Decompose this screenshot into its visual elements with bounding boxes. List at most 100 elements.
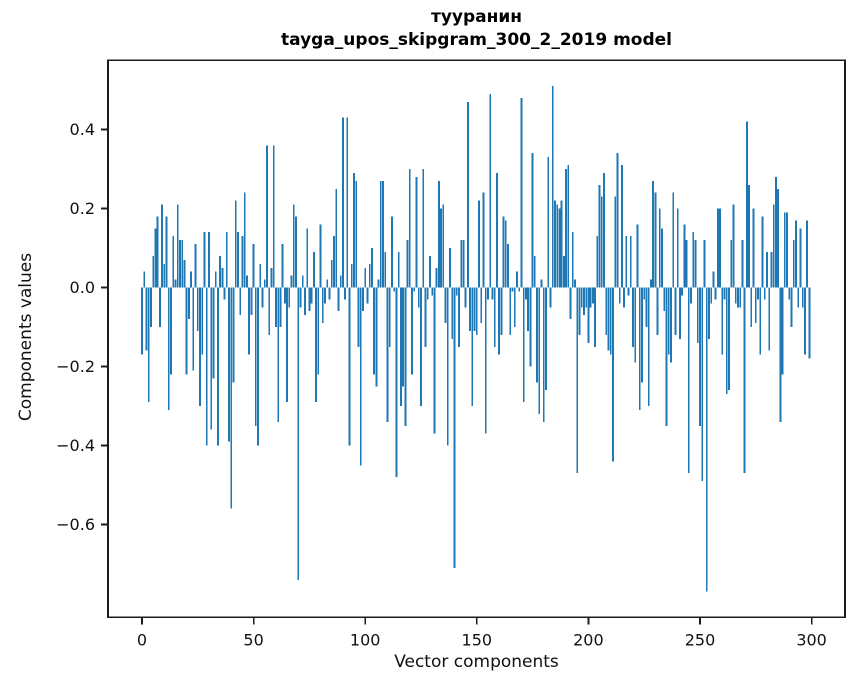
bar bbox=[321, 287, 324, 324]
bar bbox=[304, 287, 306, 316]
bar bbox=[228, 287, 230, 442]
bar bbox=[587, 287, 590, 343]
bar bbox=[475, 287, 478, 335]
bar bbox=[179, 240, 181, 288]
bar bbox=[373, 287, 376, 375]
bar bbox=[667, 287, 670, 355]
bar bbox=[703, 240, 706, 288]
bar bbox=[455, 287, 458, 296]
bar bbox=[531, 153, 534, 288]
bar bbox=[507, 244, 509, 288]
bar bbox=[725, 287, 728, 395]
bar bbox=[547, 157, 550, 288]
bar bbox=[272, 145, 275, 288]
bar bbox=[277, 287, 280, 422]
bar bbox=[690, 287, 692, 304]
bar bbox=[647, 287, 650, 406]
bar bbox=[290, 275, 293, 288]
bar bbox=[705, 287, 708, 592]
bar bbox=[208, 232, 210, 288]
bar bbox=[375, 287, 378, 387]
x-tick-label: 200 bbox=[573, 630, 604, 649]
chart-title-model: tayga_upos_skipgram_300_2_2019 model bbox=[281, 30, 672, 50]
bar bbox=[701, 287, 704, 482]
bar bbox=[388, 287, 391, 347]
bar bbox=[694, 240, 697, 288]
bar bbox=[576, 287, 579, 474]
bar bbox=[185, 287, 188, 375]
bar bbox=[685, 240, 688, 288]
bar bbox=[393, 287, 396, 292]
bar bbox=[397, 251, 400, 288]
bar bbox=[346, 117, 349, 288]
bar bbox=[417, 287, 420, 308]
bar bbox=[661, 228, 663, 288]
bar bbox=[174, 279, 177, 288]
bar bbox=[201, 287, 204, 355]
bar bbox=[391, 216, 393, 288]
bar bbox=[743, 287, 746, 474]
bar bbox=[440, 208, 442, 288]
bar bbox=[420, 287, 422, 406]
bar bbox=[306, 228, 309, 288]
chart-title-word: тууранин bbox=[430, 7, 523, 27]
bar bbox=[741, 240, 744, 288]
bar bbox=[625, 236, 628, 288]
bar bbox=[533, 255, 536, 288]
bar bbox=[795, 220, 797, 288]
bar bbox=[335, 188, 338, 288]
bar bbox=[654, 192, 657, 288]
y-tick-label: −0.6 bbox=[56, 515, 95, 534]
x-tick-label: 150 bbox=[462, 630, 493, 649]
bar bbox=[158, 287, 161, 327]
bar bbox=[583, 287, 585, 316]
bar bbox=[609, 287, 612, 355]
bar bbox=[745, 121, 748, 288]
bar-series bbox=[141, 86, 811, 592]
bar bbox=[433, 287, 436, 434]
x-axis-label: Vector components bbox=[394, 652, 559, 672]
bar bbox=[449, 248, 451, 288]
bar bbox=[799, 228, 802, 288]
bar bbox=[297, 287, 300, 580]
bar bbox=[471, 287, 474, 406]
bar bbox=[205, 287, 208, 446]
bar bbox=[498, 287, 501, 355]
y-tick-label: −0.4 bbox=[56, 436, 95, 455]
bar bbox=[246, 275, 248, 288]
bar bbox=[603, 172, 605, 288]
bar bbox=[683, 224, 686, 288]
bar bbox=[620, 165, 623, 288]
bar bbox=[382, 180, 384, 288]
bar bbox=[516, 271, 518, 288]
bar bbox=[641, 287, 643, 383]
bar bbox=[540, 279, 543, 288]
bar bbox=[422, 169, 425, 288]
bar bbox=[536, 287, 538, 383]
bar bbox=[808, 287, 811, 359]
bar bbox=[252, 244, 255, 288]
bar bbox=[466, 101, 469, 288]
bar bbox=[319, 224, 322, 288]
bar bbox=[489, 93, 492, 288]
bar bbox=[308, 287, 311, 312]
bar bbox=[357, 287, 360, 347]
bar bbox=[281, 244, 284, 288]
bar bbox=[560, 200, 563, 288]
bar bbox=[165, 216, 168, 288]
bar bbox=[288, 287, 291, 308]
bar bbox=[522, 287, 525, 403]
bar bbox=[377, 279, 380, 288]
bar bbox=[591, 287, 594, 304]
bar bbox=[170, 287, 172, 375]
x-tick-label: 50 bbox=[243, 630, 263, 649]
bar bbox=[261, 287, 264, 308]
bar bbox=[529, 287, 532, 367]
bar bbox=[766, 251, 768, 288]
bar bbox=[190, 271, 192, 288]
bar bbox=[484, 287, 487, 434]
tick-labels: 0.4 0.2 0.0 −0.2 −0.4 −0.6 0 50 100 150 200 250 300 bbox=[56, 120, 827, 649]
bar bbox=[404, 287, 407, 426]
bar bbox=[225, 232, 228, 288]
bar bbox=[674, 287, 677, 335]
